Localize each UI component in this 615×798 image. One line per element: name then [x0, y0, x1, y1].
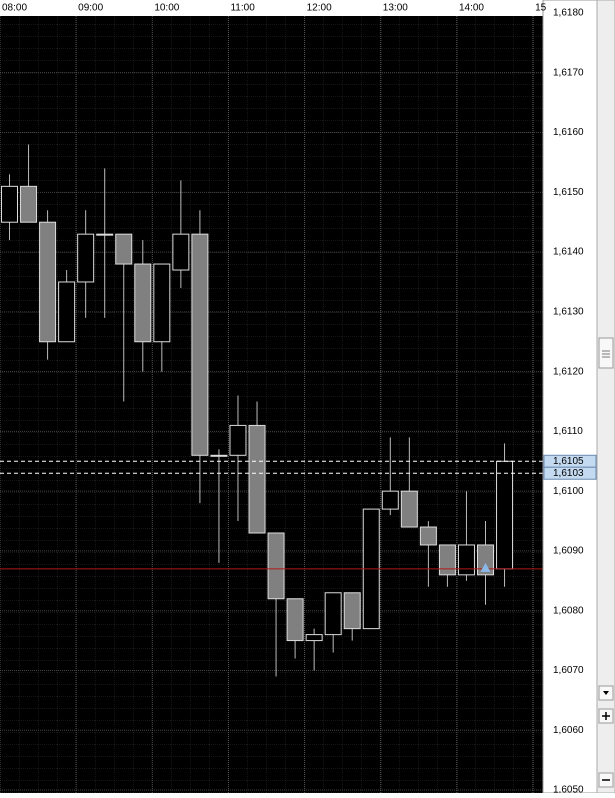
price-axis	[542, 0, 598, 794]
candle-body	[210, 454, 228, 457]
candle-body	[172, 233, 190, 271]
x-tick-label: 09:00	[78, 3, 103, 14]
candle-body	[324, 592, 342, 636]
x-tick-label: 10:00	[154, 3, 179, 14]
x-tick-label: 12:00	[307, 3, 332, 14]
candle-body	[191, 233, 209, 456]
y-tick-label: 1,6060	[553, 725, 584, 736]
down-arrow	[603, 691, 609, 695]
y-tick-label: 1,6170	[553, 67, 584, 78]
y-tick-label: 1,6100	[553, 486, 584, 497]
candle-body	[229, 424, 247, 456]
y-tick-label: 1,6110	[553, 426, 583, 437]
y-tick-label: 1,6150	[553, 187, 584, 198]
candle-body	[457, 544, 475, 576]
candle-body	[1, 185, 18, 223]
candle-body	[267, 532, 285, 600]
y-tick-label: 1,6180	[553, 8, 584, 19]
y-tick-label: 1,6160	[553, 127, 584, 138]
level-tag	[543, 466, 597, 480]
candle-body	[153, 263, 171, 343]
x-tick-label: 08:00	[2, 3, 27, 14]
candle-body	[39, 221, 57, 343]
candle-body	[381, 490, 399, 510]
candle-body	[343, 592, 361, 630]
candle-body	[96, 233, 114, 236]
y-tick-label: 1,6070	[553, 665, 584, 676]
x-tick-label: 11:00	[230, 3, 255, 14]
candle-body	[477, 544, 494, 576]
candle-body	[248, 424, 266, 534]
candle-body	[419, 526, 437, 546]
minor-grid	[0, 16, 543, 793]
scroll-thumb[interactable]	[598, 337, 614, 369]
candle-body	[400, 490, 418, 528]
trade-marker	[480, 562, 491, 572]
candle-body	[286, 598, 304, 642]
plus-icon	[602, 712, 610, 720]
candle-body	[115, 233, 133, 265]
time-axis	[0, 0, 543, 16]
level-label: 1,6105	[553, 456, 584, 467]
candle-body	[496, 460, 514, 570]
y-tick-label: 1,6050	[553, 785, 584, 793]
y-tick-label: 1,6140	[553, 247, 584, 258]
y-tick-label: 1,6130	[553, 306, 584, 317]
candle-body	[305, 634, 323, 642]
candle-body	[58, 281, 76, 343]
y-tick-label: 1,6090	[553, 546, 584, 557]
candle-body	[438, 544, 456, 576]
y-tick-label: 1,6080	[553, 605, 584, 616]
candle-body	[77, 233, 95, 283]
scrollbar[interactable]	[596, 0, 615, 794]
x-tick-label: 14:00	[459, 3, 484, 14]
candle-body	[20, 185, 38, 223]
level-label: 1,6103	[553, 468, 584, 479]
x-tick-label: 13:00	[383, 3, 408, 14]
x-tick-label: 15	[535, 3, 547, 14]
y-tick-label: 1,6120	[553, 366, 584, 377]
candle-body	[134, 263, 152, 343]
thumb-grip	[602, 350, 610, 358]
